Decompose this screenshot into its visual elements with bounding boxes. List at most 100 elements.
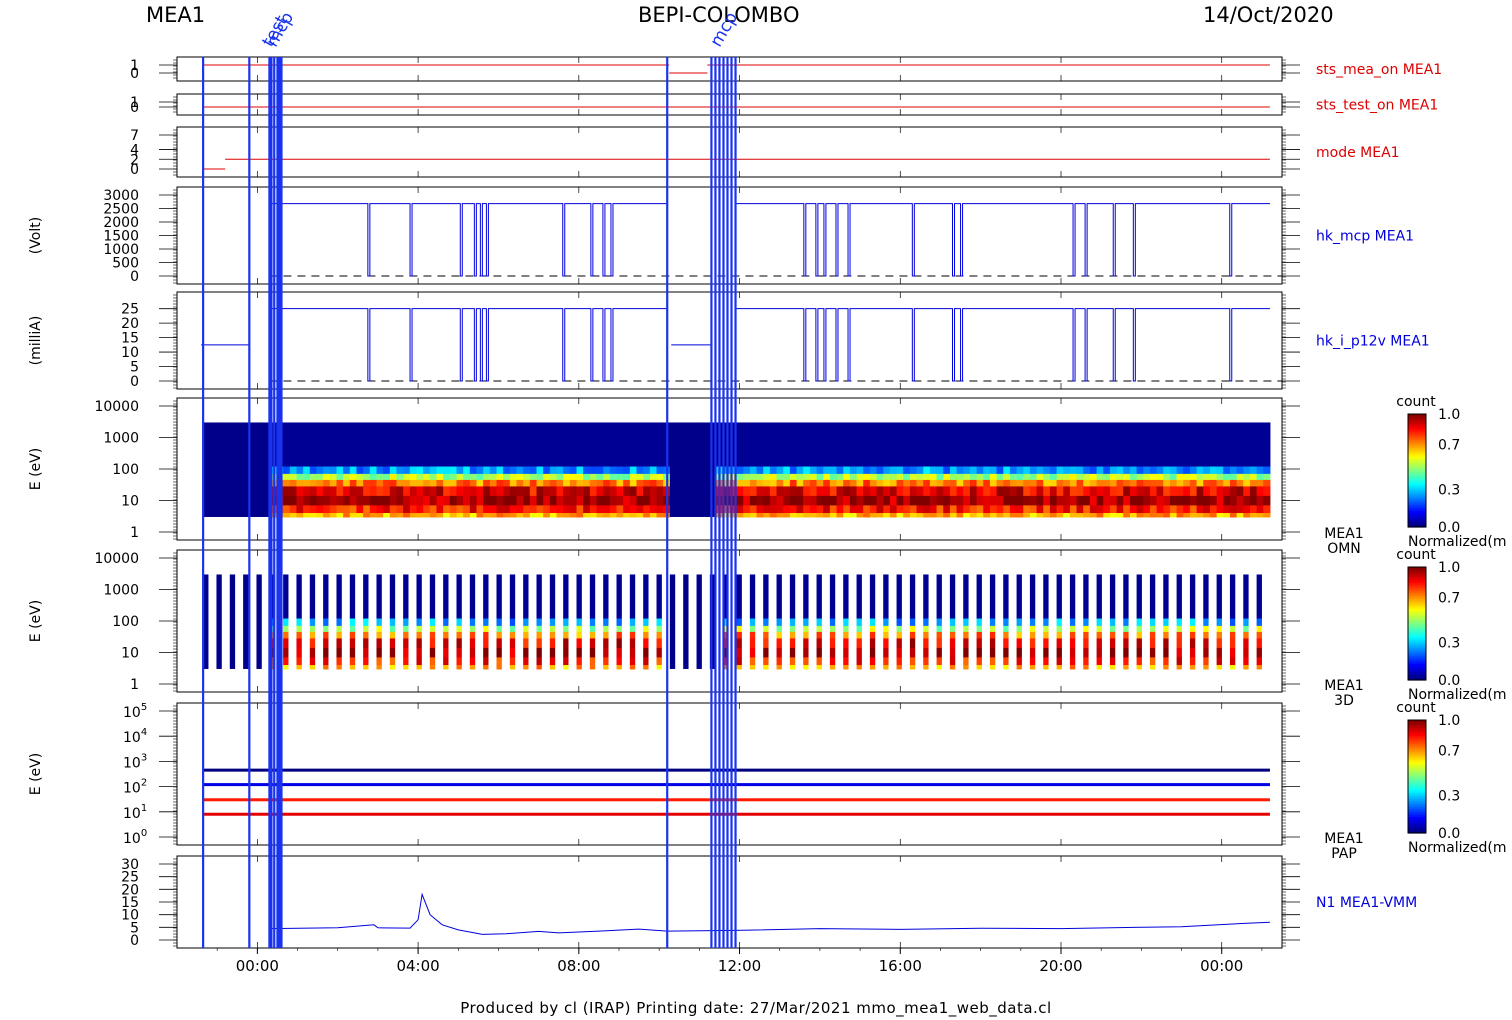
colorbar-swatch [1408, 609, 1426, 612]
heatmap-cell [396, 495, 404, 506]
heatmap-cell [876, 466, 884, 475]
heatmap-cell [563, 473, 571, 481]
heatmap-cell [523, 505, 531, 514]
heatmap-cell [376, 422, 384, 468]
heatmap-cell [629, 618, 636, 627]
heatmap-cell [969, 479, 978, 487]
heatmap-cell [743, 479, 751, 487]
heatmap-cell [1183, 422, 1191, 468]
heatmap-cell [1189, 513, 1198, 518]
heatmap-cell [1096, 665, 1102, 670]
heatmap-cell [1043, 631, 1049, 639]
heatmap-cell [563, 422, 571, 468]
heatmap-cell [636, 479, 644, 487]
colorbar-swatch [1408, 428, 1426, 431]
colorbar-swatch [1408, 510, 1426, 514]
colorbar-swatch [1408, 480, 1426, 484]
heatmap-cell [456, 657, 462, 666]
heatmap-cell [829, 479, 838, 487]
heatmap-cell [869, 665, 876, 670]
heatmap-cell [1089, 513, 1098, 518]
heatmap-cell [363, 513, 371, 518]
heatmap-cell [783, 466, 791, 475]
heatmap-cell [396, 466, 404, 475]
heatmap-cell [1143, 513, 1151, 518]
heatmap-cell [1149, 486, 1158, 497]
heatmap-cell [1029, 513, 1038, 518]
heatmap-cell [1189, 631, 1196, 639]
heatmap-cell [1063, 513, 1071, 518]
heatmap-cell [1069, 618, 1076, 627]
heatmap-cell [536, 473, 544, 481]
heatmap-cell [536, 486, 544, 497]
heatmap-cell [869, 505, 878, 514]
heatmap-cell [1229, 574, 1236, 620]
heatmap-cell [923, 473, 931, 481]
heatmap-cell [563, 657, 569, 666]
heatmap-cell [589, 618, 596, 627]
heatmap-cell [1069, 505, 1078, 514]
heatmap-cell [1043, 574, 1049, 620]
heatmap-cell [389, 638, 396, 649]
heatmap-cell [803, 647, 809, 658]
colorbar-swatch [1408, 514, 1426, 518]
colorbar-swatch [1408, 462, 1426, 466]
heatmap-cell [1109, 625, 1116, 633]
heatmap-cell [429, 618, 436, 627]
heatmap-cell [616, 495, 624, 506]
colorbar-swatch [1408, 798, 1426, 802]
colorbar-swatch [1408, 494, 1426, 498]
heatmap-cell [349, 495, 357, 506]
heatmap-cell [1243, 466, 1251, 475]
heatmap-cell [296, 665, 302, 670]
heatmap-cell [296, 466, 304, 475]
heatmap-cell [1143, 473, 1151, 481]
heatmap-cell [896, 479, 904, 487]
heatmap-cell [949, 495, 958, 506]
heatmap-cell [929, 473, 938, 481]
heatmap-cell [843, 422, 851, 468]
heatmap-cell [789, 631, 796, 639]
heatmap-cell [569, 486, 578, 497]
heatmap-cell [343, 479, 351, 487]
colorbar-tick-label: 1.0 [1438, 560, 1460, 576]
heatmap-cell [1263, 505, 1271, 514]
heatmap-cell [616, 657, 622, 666]
heatmap-cell [1196, 486, 1204, 497]
heatmap-cell [1103, 479, 1111, 487]
heatmap-cell [1209, 422, 1218, 468]
heatmap-cell [309, 631, 316, 639]
colorbar-swatch [1408, 643, 1426, 647]
heatmap-cell [323, 422, 331, 468]
heatmap-cell [796, 513, 804, 518]
heatmap-cell [403, 665, 409, 670]
heatmap-cell [1223, 495, 1231, 506]
y-tick-label: 0 [130, 269, 139, 285]
heatmap-cell [1016, 574, 1022, 620]
heatmap-cell [356, 495, 364, 506]
heatmap-cell [543, 495, 551, 506]
heatmap-cell [796, 495, 804, 506]
heatmap-cell [443, 479, 451, 487]
heatmap-cell [843, 657, 849, 666]
heatmap-cell [643, 574, 649, 620]
heatmap-cell [483, 495, 491, 506]
heatmap-cell [1249, 505, 1258, 514]
heatmap-cell [1176, 657, 1182, 666]
heatmap-cell [656, 657, 662, 666]
colorbar-swatch [1408, 808, 1426, 812]
y-tick-label: 1 [130, 677, 139, 693]
x-tick-label: 00:00 [236, 957, 279, 975]
heatmap-cell [1023, 495, 1031, 506]
heatmap-cell [1123, 486, 1131, 497]
heatmap-cell [416, 422, 424, 468]
heatmap-cell [1163, 513, 1171, 518]
heatmap-cell [789, 574, 796, 620]
heatmap-cell [1216, 473, 1224, 481]
colorbar-swatch [1408, 426, 1426, 429]
heatmap-cell [516, 466, 524, 475]
heatmap-cell [389, 505, 397, 514]
heatmap-cell [336, 647, 342, 658]
heatmap-cell [543, 505, 551, 514]
